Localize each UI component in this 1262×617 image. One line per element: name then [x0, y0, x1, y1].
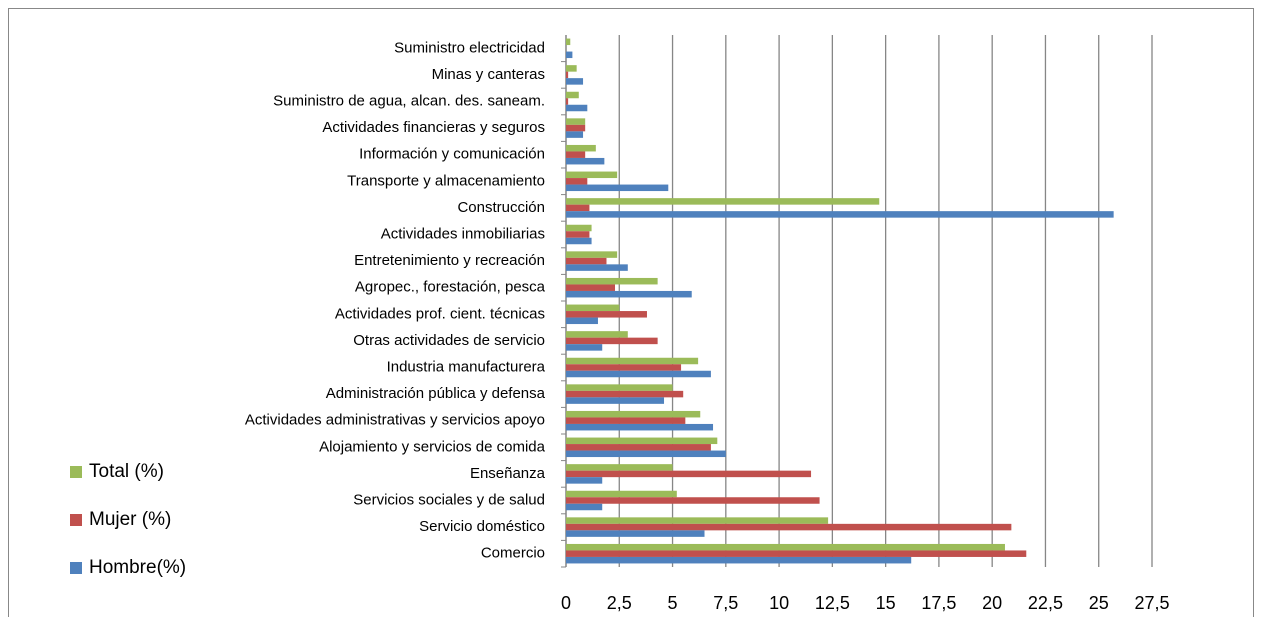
- x-tick-label: 22,5: [1028, 593, 1063, 613]
- y-tick-label: Otras actividades de servicio: [353, 332, 545, 349]
- bar: [566, 98, 569, 105]
- y-tick-label: Industria manufacturera: [387, 358, 546, 375]
- bar: [566, 257, 607, 265]
- x-tick-label: 7,5: [713, 593, 738, 613]
- legend-swatch: [70, 562, 82, 574]
- y-tick-label: Enseñanza: [470, 465, 546, 482]
- bar: [566, 450, 726, 458]
- bar: [566, 91, 579, 99]
- y-tick-label: Entretenimiento y recreación: [354, 252, 545, 269]
- bar: [566, 543, 1005, 551]
- bar: [566, 124, 586, 132]
- bar: [566, 556, 912, 564]
- y-tick-label: Administración pública y defensa: [326, 385, 546, 402]
- y-tick-label: Suministro de agua, alcan. des. saneam.: [273, 92, 545, 109]
- bar: [566, 417, 686, 424]
- bar: [566, 178, 588, 185]
- bar: [566, 198, 880, 205]
- bar: [566, 331, 628, 338]
- bar: [566, 231, 590, 238]
- bar: [566, 277, 658, 285]
- bar: [566, 204, 590, 212]
- bar: [566, 151, 586, 158]
- bar: [566, 337, 658, 345]
- y-tick-label: Transporte y almacenamiento: [347, 172, 545, 189]
- y-tick-label: Actividades prof. cient. técnicas: [335, 305, 545, 322]
- bar: [566, 503, 603, 511]
- y-tick-label: Información y comunicación: [359, 146, 545, 163]
- bar: [566, 290, 692, 298]
- bar: [566, 104, 588, 112]
- bar: [566, 237, 592, 245]
- y-tick-label: Servicios sociales y de salud: [353, 491, 545, 508]
- bar: [566, 490, 677, 498]
- bar: [566, 523, 1012, 531]
- bar: [566, 317, 598, 325]
- y-tick-label: Comercio: [481, 545, 545, 562]
- bar: [566, 118, 586, 125]
- bar: [566, 370, 711, 378]
- bar: [566, 71, 569, 79]
- x-tick-label: 15: [876, 593, 896, 613]
- y-tick-label: Alojamiento y servicios de comida: [319, 438, 546, 455]
- legend-label: Total (%): [89, 461, 164, 482]
- bar: [566, 437, 718, 445]
- y-tick-label: Suministro electricidad: [394, 39, 545, 56]
- bar: [566, 264, 628, 271]
- bar: [566, 550, 1027, 557]
- x-tick-label: 27,5: [1134, 593, 1169, 613]
- bar: [566, 211, 1114, 218]
- y-tick-label: Actividades inmobiliarias: [381, 225, 545, 242]
- legend-label: Hombre(%): [89, 557, 186, 578]
- bar: [566, 131, 584, 138]
- bar: [566, 397, 665, 404]
- bar: [566, 284, 616, 291]
- bar: [566, 184, 669, 192]
- bar: [566, 38, 571, 46]
- bar: [566, 444, 711, 451]
- legend-swatch: [70, 514, 82, 526]
- x-tick-label: 20: [982, 593, 1002, 613]
- bar: [566, 464, 673, 471]
- y-tick-label: Construcción: [457, 199, 545, 216]
- x-tick-label: 25: [1089, 593, 1109, 613]
- bar: [566, 344, 603, 351]
- bar: [566, 390, 684, 398]
- legend-swatch: [70, 466, 82, 478]
- bar: [566, 384, 673, 391]
- bar: [566, 364, 682, 371]
- bar: [566, 470, 812, 478]
- bar: [566, 497, 820, 504]
- y-tick-label: Actividades financieras y seguros: [322, 119, 545, 136]
- legend-label: Mujer (%): [89, 509, 171, 530]
- bar: [566, 423, 714, 431]
- bar: [566, 357, 699, 365]
- bar: [566, 144, 596, 152]
- y-tick-label: Servicio doméstico: [419, 518, 545, 535]
- bar: [566, 311, 647, 318]
- bar: [566, 51, 573, 59]
- y-tick-label: Agropec., forestación, pesca: [355, 279, 546, 296]
- bar: [566, 78, 584, 85]
- x-tick-label: 12,5: [815, 593, 850, 613]
- x-tick-label: 5: [668, 593, 678, 613]
- y-tick-label: Minas y canteras: [432, 66, 545, 83]
- y-tick-label: Actividades administrativas y servicios …: [245, 412, 545, 429]
- bar: [566, 251, 618, 258]
- bar: [566, 171, 618, 179]
- x-tick-label: 0: [561, 593, 571, 613]
- bar: [566, 65, 577, 72]
- x-tick-label: 17,5: [921, 593, 956, 613]
- bar: [566, 304, 620, 312]
- bar: [566, 517, 829, 524]
- bar: [566, 477, 603, 484]
- bar: [566, 410, 701, 418]
- x-tick-label: 10: [769, 593, 789, 613]
- bar: [566, 157, 605, 165]
- bar: [566, 224, 592, 232]
- x-tick-label: 2,5: [607, 593, 632, 613]
- bar: [566, 530, 705, 537]
- chart-frame: [8, 8, 1254, 617]
